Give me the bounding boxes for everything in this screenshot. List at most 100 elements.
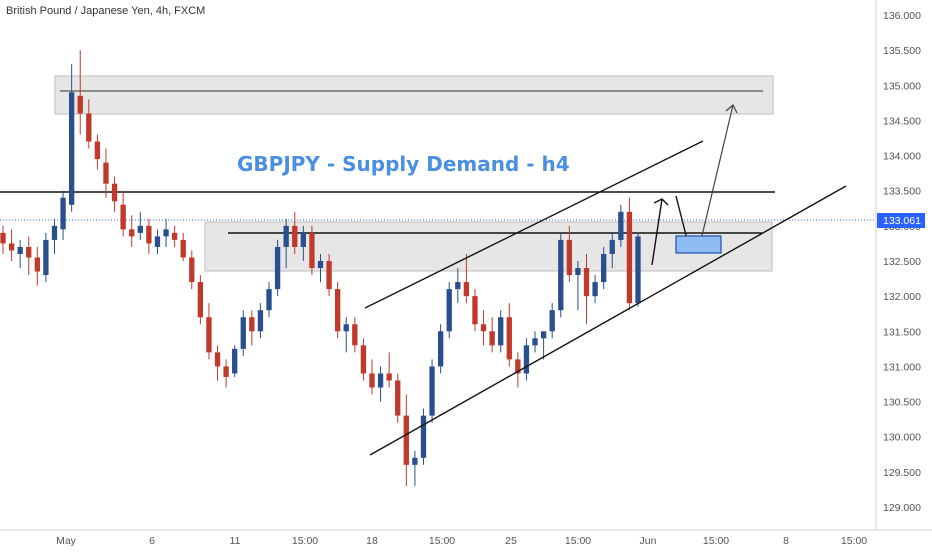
bearish-candle-body (180, 239, 186, 258)
bearish-candle-body (189, 257, 195, 283)
time-tick-label: 8 (783, 535, 789, 547)
chart-annotation-headline[interactable]: GBPJPY - Supply Demand - h4 (237, 152, 570, 176)
candle (369, 359, 375, 395)
bullish-candle-body (317, 261, 324, 269)
candle (43, 232, 49, 283)
bearish-candle-body (146, 225, 152, 244)
candle (412, 450, 418, 486)
bearish-candle-body (0, 232, 6, 244)
channel-upper-line[interactable] (364, 140, 704, 309)
bearish-candle-body (506, 317, 512, 360)
candle (17, 239, 23, 269)
bearish-candle-body (214, 352, 221, 367)
bullish-candle-body (377, 373, 384, 388)
candle (8, 229, 15, 261)
price-tick-label: 135.500 (883, 45, 921, 57)
bullish-candle-body (163, 229, 169, 237)
bearish-candle-body (292, 225, 298, 247)
candle (111, 176, 118, 212)
bearish-candle-body (26, 246, 32, 258)
candle (189, 250, 195, 290)
candle (68, 64, 75, 212)
bullish-candle-body (523, 345, 530, 374)
price-tick-label: 135.000 (883, 80, 921, 92)
bullish-candle-body (51, 225, 58, 240)
time-tick-label: 15:00 (292, 535, 318, 547)
candle (583, 253, 590, 325)
bullish-candle-body (498, 317, 504, 346)
bullish-candle-body (300, 232, 306, 247)
bearish-candle-body (171, 232, 178, 240)
price-tick-label: 134.000 (883, 151, 921, 163)
bearish-candle-body (403, 415, 409, 465)
bullish-candle-body (592, 282, 598, 297)
candle (266, 282, 272, 318)
bearish-candle-body (515, 359, 521, 374)
bullish-candle-body (283, 225, 289, 247)
candle (532, 331, 538, 353)
bearish-candle-body (206, 317, 212, 353)
bearish-candle-body (463, 282, 470, 297)
candle (515, 352, 521, 388)
candle (26, 236, 32, 276)
bullish-candle-body (601, 253, 607, 283)
bullish-candle-body (343, 324, 349, 332)
candle (163, 218, 169, 247)
price-tick-label: 132.000 (883, 291, 921, 303)
time-tick-label: May (56, 535, 77, 547)
candle (335, 282, 341, 339)
bullish-candle-body (437, 331, 444, 367)
bearish-candle-body (223, 366, 229, 377)
candle (352, 317, 358, 353)
candle (257, 303, 264, 339)
candle (575, 261, 581, 311)
candle (214, 345, 221, 381)
symbol-title: British Pound / Japanese Yen, 4h, FXCM (6, 5, 206, 17)
price-tick-label: 130.500 (883, 397, 921, 409)
candle (592, 275, 598, 304)
bearish-candle-body (86, 113, 92, 142)
bullish-candle-body (68, 92, 75, 205)
price-tick-label: 129.500 (883, 467, 921, 479)
candle (274, 239, 281, 297)
candle (77, 50, 83, 135)
price-tick-label: 133.500 (883, 186, 921, 198)
time-scale[interactable] (0, 530, 932, 550)
candle (223, 359, 229, 388)
candle (300, 225, 306, 261)
time-tick-label: Jun (640, 535, 657, 547)
candle (498, 310, 504, 353)
candle (420, 408, 427, 465)
target-box[interactable] (675, 235, 722, 254)
time-tick-label: 15:00 (703, 535, 729, 547)
bullish-candle-body (558, 239, 564, 311)
bullish-candle-body (429, 366, 435, 416)
supply-zone[interactable] (54, 75, 774, 115)
time-tick-label: 18 (366, 535, 378, 547)
candle (206, 303, 212, 360)
time-tick-label: 11 (230, 535, 241, 547)
bearish-candle-body (360, 345, 367, 374)
bearish-candle-body (103, 162, 109, 184)
bullish-candle-body (266, 289, 272, 311)
candle (463, 253, 470, 304)
price-scale[interactable] (876, 0, 932, 550)
price-tick-label: 136.000 (883, 10, 921, 22)
candle (292, 211, 298, 254)
bullish-candle-body (240, 317, 246, 349)
time-tick-label: 6 (149, 535, 155, 547)
candle (635, 232, 641, 307)
candle (489, 317, 495, 353)
bearish-candle-body (326, 261, 332, 290)
bearish-candle-body (480, 324, 487, 332)
candle (429, 359, 435, 423)
bullish-candle-body (154, 236, 161, 247)
bearish-candle-body (77, 95, 83, 114)
channel-lower-line[interactable] (369, 185, 847, 456)
candle (232, 345, 238, 377)
bullish-candle-body (446, 289, 452, 332)
bullish-candle-body (455, 282, 461, 290)
price-scale-ticks: 136.000 135.500 135.000 134.500 134.000 133.5… (883, 10, 921, 514)
